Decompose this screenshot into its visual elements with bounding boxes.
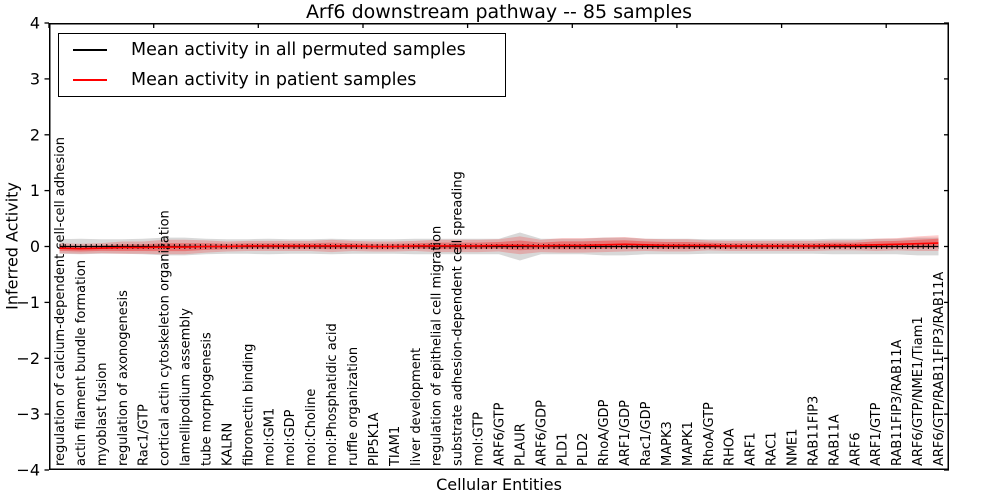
- y-tick-label: −1: [16, 293, 40, 312]
- x-category-label: lamellipodium assembly: [179, 308, 194, 466]
- patient-mean-line: [59, 242, 939, 250]
- x-category-label: ARF6/GTP/RAB11FIP3/RAB11A: [932, 272, 947, 466]
- legend-item-permuted: Mean activity in all permuted samples: [59, 36, 505, 64]
- x-category-label: ARF6/GTP/NME1/Tiam1: [911, 316, 926, 466]
- x-category-label: PLAUR: [513, 423, 528, 466]
- x-category-label: substrate adhesion-dependent cell spread…: [451, 171, 466, 466]
- x-category-label: MAPK3: [660, 421, 675, 466]
- chart-title: Arf6 downstream pathway -- 85 samples: [305, 1, 693, 23]
- x-axis-label: Cellular Entities: [436, 475, 562, 494]
- x-category-label: mol:Phosphatidic acid: [325, 323, 340, 466]
- x-category-label: Rac1/GTP: [137, 404, 152, 466]
- y-axis-label: Inferred Activity: [2, 182, 22, 310]
- x-category-label: ruffle organization: [346, 347, 361, 466]
- x-category-label: ARF1/GDP: [618, 400, 633, 466]
- x-category-label: PLD1: [555, 433, 570, 466]
- x-category-label: MAPK1: [681, 421, 696, 466]
- y-tick-label: 0: [30, 237, 40, 256]
- x-category-label: RhoA/GDP: [597, 399, 612, 466]
- x-category-label: RhoA/GTP: [702, 402, 717, 466]
- x-category-label: Rac1/GDP: [639, 401, 654, 466]
- legend-item-patient: Mean activity in patient samples: [59, 66, 505, 94]
- y-tick-label: 4: [30, 14, 40, 33]
- x-category-label: mol:GM1: [262, 408, 277, 466]
- x-category-label: RAB11A: [827, 414, 842, 466]
- x-category-label: mol:GDP: [283, 409, 298, 466]
- x-category-label: RAC1: [765, 431, 780, 466]
- legend-label-patient: Mean activity in patient samples: [131, 70, 417, 90]
- x-category-label: actin filament bundle formation: [74, 260, 89, 466]
- x-category-label: fibronectin binding: [241, 344, 256, 466]
- legend-line-patient-icon: [73, 79, 107, 81]
- x-category-label: liver development: [409, 348, 424, 466]
- x-category-label: mol:GTP: [472, 412, 487, 466]
- x-category-label: ARF6: [848, 432, 863, 466]
- legend-line-permuted-icon: [73, 49, 107, 51]
- x-category-label: ARF1/GTP: [869, 402, 884, 466]
- x-category-label: RAB11FIP3: [806, 396, 821, 466]
- y-tick-label: 2: [30, 125, 40, 144]
- x-category-label: RHOA: [723, 428, 738, 466]
- x-category-label: TIAM1: [388, 426, 403, 467]
- x-category-label: PLD2: [576, 433, 591, 466]
- x-category-label: RAB11FIP3/RAB11A: [890, 339, 905, 466]
- x-category-label: regulation of epithelial cell migration: [430, 226, 445, 466]
- y-tick-label: 3: [30, 69, 40, 88]
- y-tick-label: −4: [16, 461, 40, 480]
- x-category-label: myoblast fusion: [95, 362, 110, 466]
- x-category-label: mol:Choline: [304, 389, 319, 466]
- x-category-label: cortical actin cytoskeleton organization: [158, 210, 173, 466]
- x-category-label: regulation of calcium-dependent cell-cel…: [53, 137, 68, 466]
- x-category-label: NME1: [786, 429, 801, 466]
- y-tick-label: −3: [16, 405, 40, 424]
- x-category-label: ARF6/GTP: [493, 402, 508, 466]
- legend: Mean activity in all permuted samples Me…: [58, 33, 506, 97]
- legend-label-permuted: Mean activity in all permuted samples: [131, 40, 466, 60]
- x-category-label: tube morphogenesis: [199, 332, 214, 466]
- x-category-label: ARF1: [744, 432, 759, 466]
- y-tick-label: −2: [16, 349, 40, 368]
- x-category-label: regulation of axonogenesis: [116, 290, 131, 466]
- x-category-label: ARF6/GDP: [534, 400, 549, 466]
- x-category-label: KALRN: [220, 423, 235, 466]
- y-tick-label: 1: [30, 181, 40, 200]
- x-category-label: PIP5K1A: [367, 412, 382, 466]
